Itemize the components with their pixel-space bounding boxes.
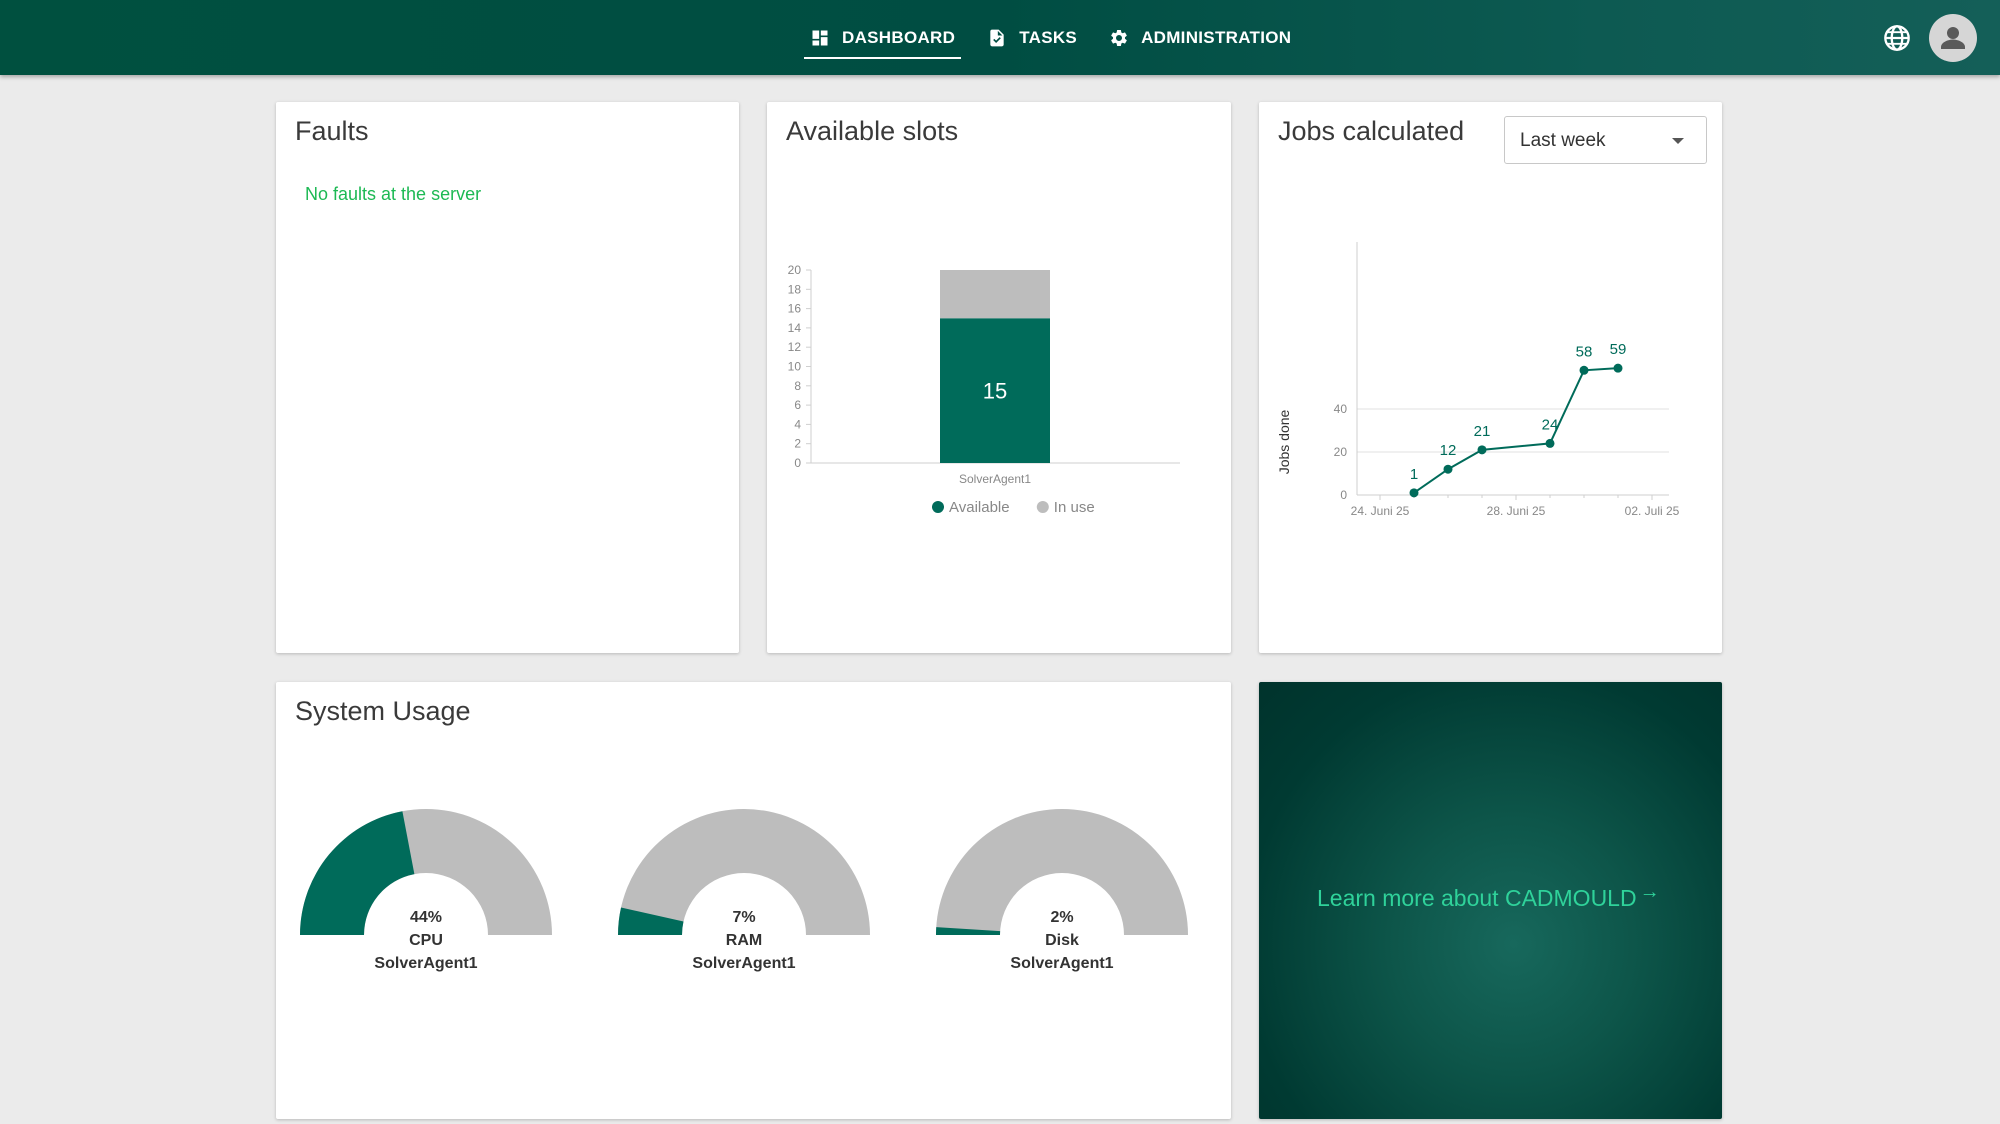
data-point: [1409, 488, 1419, 498]
series-line: [1413, 367, 1619, 494]
person-icon: [1941, 27, 1965, 49]
legend-label: In use: [1054, 499, 1095, 516]
gauge-fill: [618, 907, 684, 935]
legend-marker: [1036, 501, 1049, 513]
main-nav: DASHBOARD TASKS ADMINISTRATION: [800, 0, 1301, 75]
nav-tab-tasks[interactable]: TASKS: [977, 0, 1087, 75]
available-slots-card: Available slots 0 2 4 6 8 10 12 14 16 18 20 15 Solve…: [767, 102, 1231, 653]
gauge-agent: SolverAgent1: [1010, 955, 1114, 972]
gauge-ram: [618, 809, 870, 935]
gauge-label-cpu: 44% CPU SolverAgent1: [326, 906, 526, 975]
data-label: 21: [1474, 423, 1491, 440]
jobs-calculated-chart: 0 20 40 24. Juni 25 28. Juni 25 02. Juli 25 Jo…: [1276, 242, 1680, 518]
data-point: [1613, 363, 1623, 373]
dashboard-icon: [812, 30, 828, 45]
time-range-value: Last week: [1520, 130, 1606, 151]
task-file-icon: [990, 29, 1004, 46]
y-tick-label: 10: [788, 360, 802, 374]
gauge-cpu: [300, 809, 552, 935]
gauge-agent: SolverAgent1: [692, 955, 796, 972]
legend-label: Available: [949, 499, 1010, 516]
x-tick-label: 24. Juni 25: [1351, 504, 1410, 518]
gauge-fill: [936, 927, 1001, 935]
gauge-percent: 2%: [1050, 909, 1074, 926]
nav-tab-dashboard[interactable]: DASHBOARD: [800, 0, 965, 75]
y-tick-label: 40: [1334, 402, 1348, 416]
x-tick-label: 02. Juli 25: [1625, 504, 1680, 518]
gauge-metric: CPU: [409, 932, 443, 949]
y-tick-label: 18: [788, 282, 802, 296]
gauge-label-ram: 7% RAM SolverAgent1: [644, 906, 844, 975]
arrow-right-icon: →: [1639, 881, 1660, 903]
gauge-percent: 7%: [732, 909, 756, 926]
data-point: [1545, 438, 1555, 448]
globe-icon[interactable]: [1883, 24, 1911, 52]
data-label: 1: [1410, 466, 1418, 483]
y-tick-label: 8: [794, 379, 801, 393]
y-tick-label: 0: [1340, 488, 1347, 502]
y-tick-label: 0: [794, 456, 801, 470]
y-tick-label: 4: [794, 417, 801, 431]
cadmould-promo-card: Learn more about CADMOULD →: [1259, 682, 1722, 1119]
nav-tab-administration[interactable]: ADMINISTRATION: [1099, 0, 1301, 75]
legend-marker: [932, 501, 944, 513]
learn-more-link-text: Learn more about CADMOULD: [1317, 885, 1637, 911]
data-label: 12: [1440, 442, 1457, 459]
y-tick-label: 12: [788, 340, 802, 354]
y-tick-label: 20: [1334, 445, 1348, 459]
data-label: 59: [1610, 341, 1627, 358]
y-tick-label: 14: [788, 321, 802, 335]
x-tick-label: SolverAgent1: [959, 472, 1031, 486]
gauge-agent: SolverAgent1: [374, 955, 478, 972]
data-label: 58: [1576, 343, 1593, 360]
nav-tab-administration-label: ADMINISTRATION: [1141, 27, 1292, 47]
y-tick-label: 16: [788, 302, 802, 316]
gear-icon: [1111, 29, 1127, 46]
data-point: [1443, 464, 1453, 474]
faults-card: Faults No faults at the server: [276, 102, 739, 653]
faults-title: Faults: [295, 116, 369, 146]
nav-tab-tasks-label: TASKS: [1019, 27, 1078, 47]
available-slots-chart: 0 2 4 6 8 10 12 14 16 18 20 15 SolverAgent1 Available…: [788, 263, 1180, 516]
gauge-percent: 44%: [409, 909, 443, 926]
y-tick-label: 20: [788, 263, 802, 277]
gauge-metric: RAM: [725, 932, 763, 949]
learn-more-link[interactable]: Learn more about CADMOULD →: [1317, 881, 1660, 912]
gauge-track: [936, 809, 1188, 935]
data-point: [1477, 445, 1487, 455]
gauge-track: [618, 809, 870, 935]
data-label: 24: [1542, 416, 1559, 433]
available-slots-title: Available slots: [786, 116, 959, 146]
jobs-calculated-title: Jobs calculated: [1278, 116, 1465, 146]
faults-status-message: No faults at the server: [305, 184, 482, 204]
time-range-select[interactable]: Last week: [1504, 116, 1707, 164]
gauge-label-disk: 2% Disk SolverAgent1: [962, 906, 1162, 975]
data-point: [1579, 365, 1589, 375]
dropdown-arrow-icon: [1672, 138, 1684, 144]
y-tick-label: 6: [794, 398, 801, 412]
jobs-calculated-card: Jobs calculated Last week 0 20 40 24. Juni …: [1259, 102, 1722, 653]
system-usage-card: System Usage 44% CPU SolverAgent1 7% RAM Solv…: [276, 682, 1231, 1119]
y-tick-label: 2: [794, 437, 801, 451]
x-tick-label: 28. Juni 25: [1487, 504, 1546, 518]
gauge-disk: [936, 809, 1188, 935]
system-usage-title: System Usage: [295, 696, 471, 726]
y-axis-label: Jobs done: [1276, 409, 1292, 474]
gauge-metric: Disk: [1045, 932, 1079, 949]
top-app-bar: DASHBOARD TASKS ADMINISTRATION: [0, 0, 2000, 75]
bar-segment-available: [940, 318, 1050, 463]
bar-data-label: 15: [983, 379, 1007, 404]
bar-segment-in-use: [940, 270, 1050, 319]
gauge-fill: [300, 811, 415, 935]
user-avatar[interactable]: [1929, 14, 1977, 62]
nav-tab-dashboard-label: DASHBOARD: [842, 27, 956, 47]
